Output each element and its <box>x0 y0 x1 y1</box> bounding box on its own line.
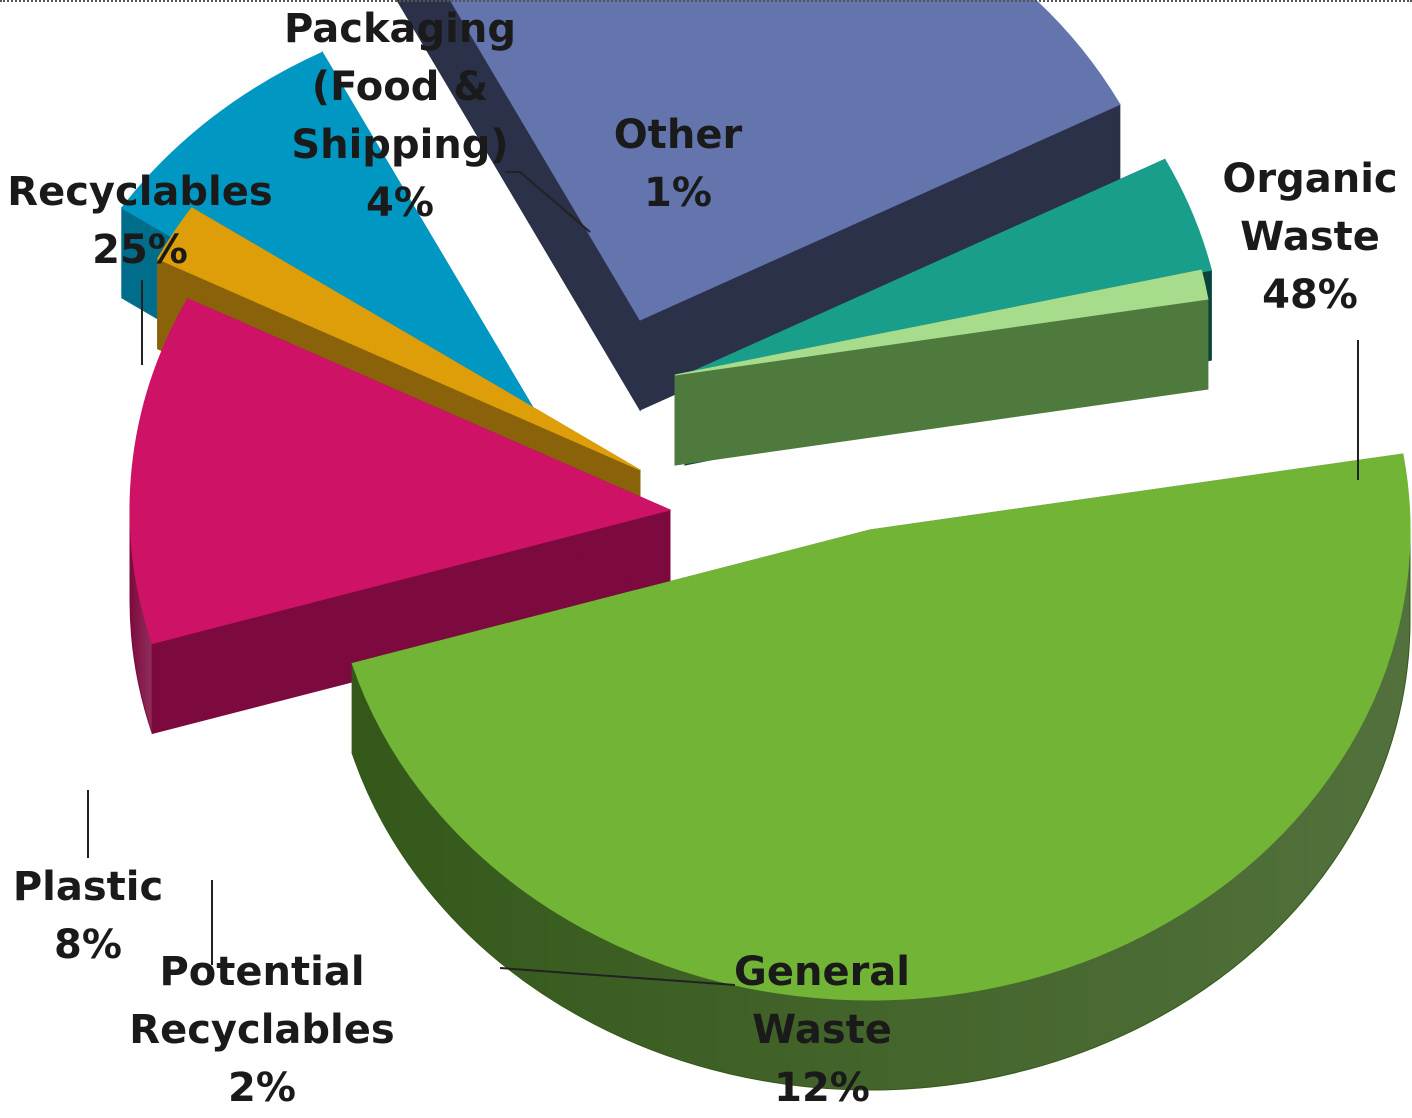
slice-label: Packaging (Food & Shipping) 4% <box>284 6 516 226</box>
slice-name-line: Waste <box>1240 214 1380 260</box>
slice-percent: 25% <box>92 227 188 273</box>
slice-name-line: Waste <box>752 1007 892 1053</box>
pie-slice-other <box>674 269 1209 466</box>
slice-label: General Waste 12% <box>734 949 910 1111</box>
slice-name-line: (Food & <box>312 64 488 110</box>
slice-percent: 4% <box>366 180 434 226</box>
slice-name-line: Other <box>614 112 743 158</box>
slice-percent: 12% <box>774 1065 870 1111</box>
slice-name-line: General <box>734 949 910 995</box>
slice-name-line: Recyclables <box>7 169 272 215</box>
slice-label: Organic Waste 48% <box>1222 156 1397 318</box>
slice-label: Recyclables 25% <box>7 169 272 273</box>
slice-name-line: Recyclables <box>129 1007 394 1053</box>
slice-name-line: Plastic <box>13 864 163 910</box>
slice-percent: 2% <box>228 1065 296 1111</box>
leader-line <box>499 967 736 986</box>
pie-slice-organic-waste <box>351 453 1411 1091</box>
top-border <box>0 0 1412 3</box>
slice-label: Other 1% <box>614 112 743 216</box>
leader-line <box>505 171 591 233</box>
slice-percent: 8% <box>54 922 122 968</box>
slice-name-line: Organic <box>1222 156 1397 202</box>
pie-slice-recyclables <box>396 0 1121 412</box>
slice-name-line: Shipping) <box>291 122 508 168</box>
slice-label: Potential Recyclables 2% <box>129 949 394 1111</box>
slice-percent: 48% <box>1262 272 1358 318</box>
slice-name-line: Packaging <box>284 6 516 52</box>
slice-name-line: Potential <box>159 949 364 995</box>
slice-label: Plastic 8% <box>13 864 163 968</box>
slice-percent: 1% <box>644 170 712 216</box>
pie-slice-general-waste <box>129 298 672 735</box>
